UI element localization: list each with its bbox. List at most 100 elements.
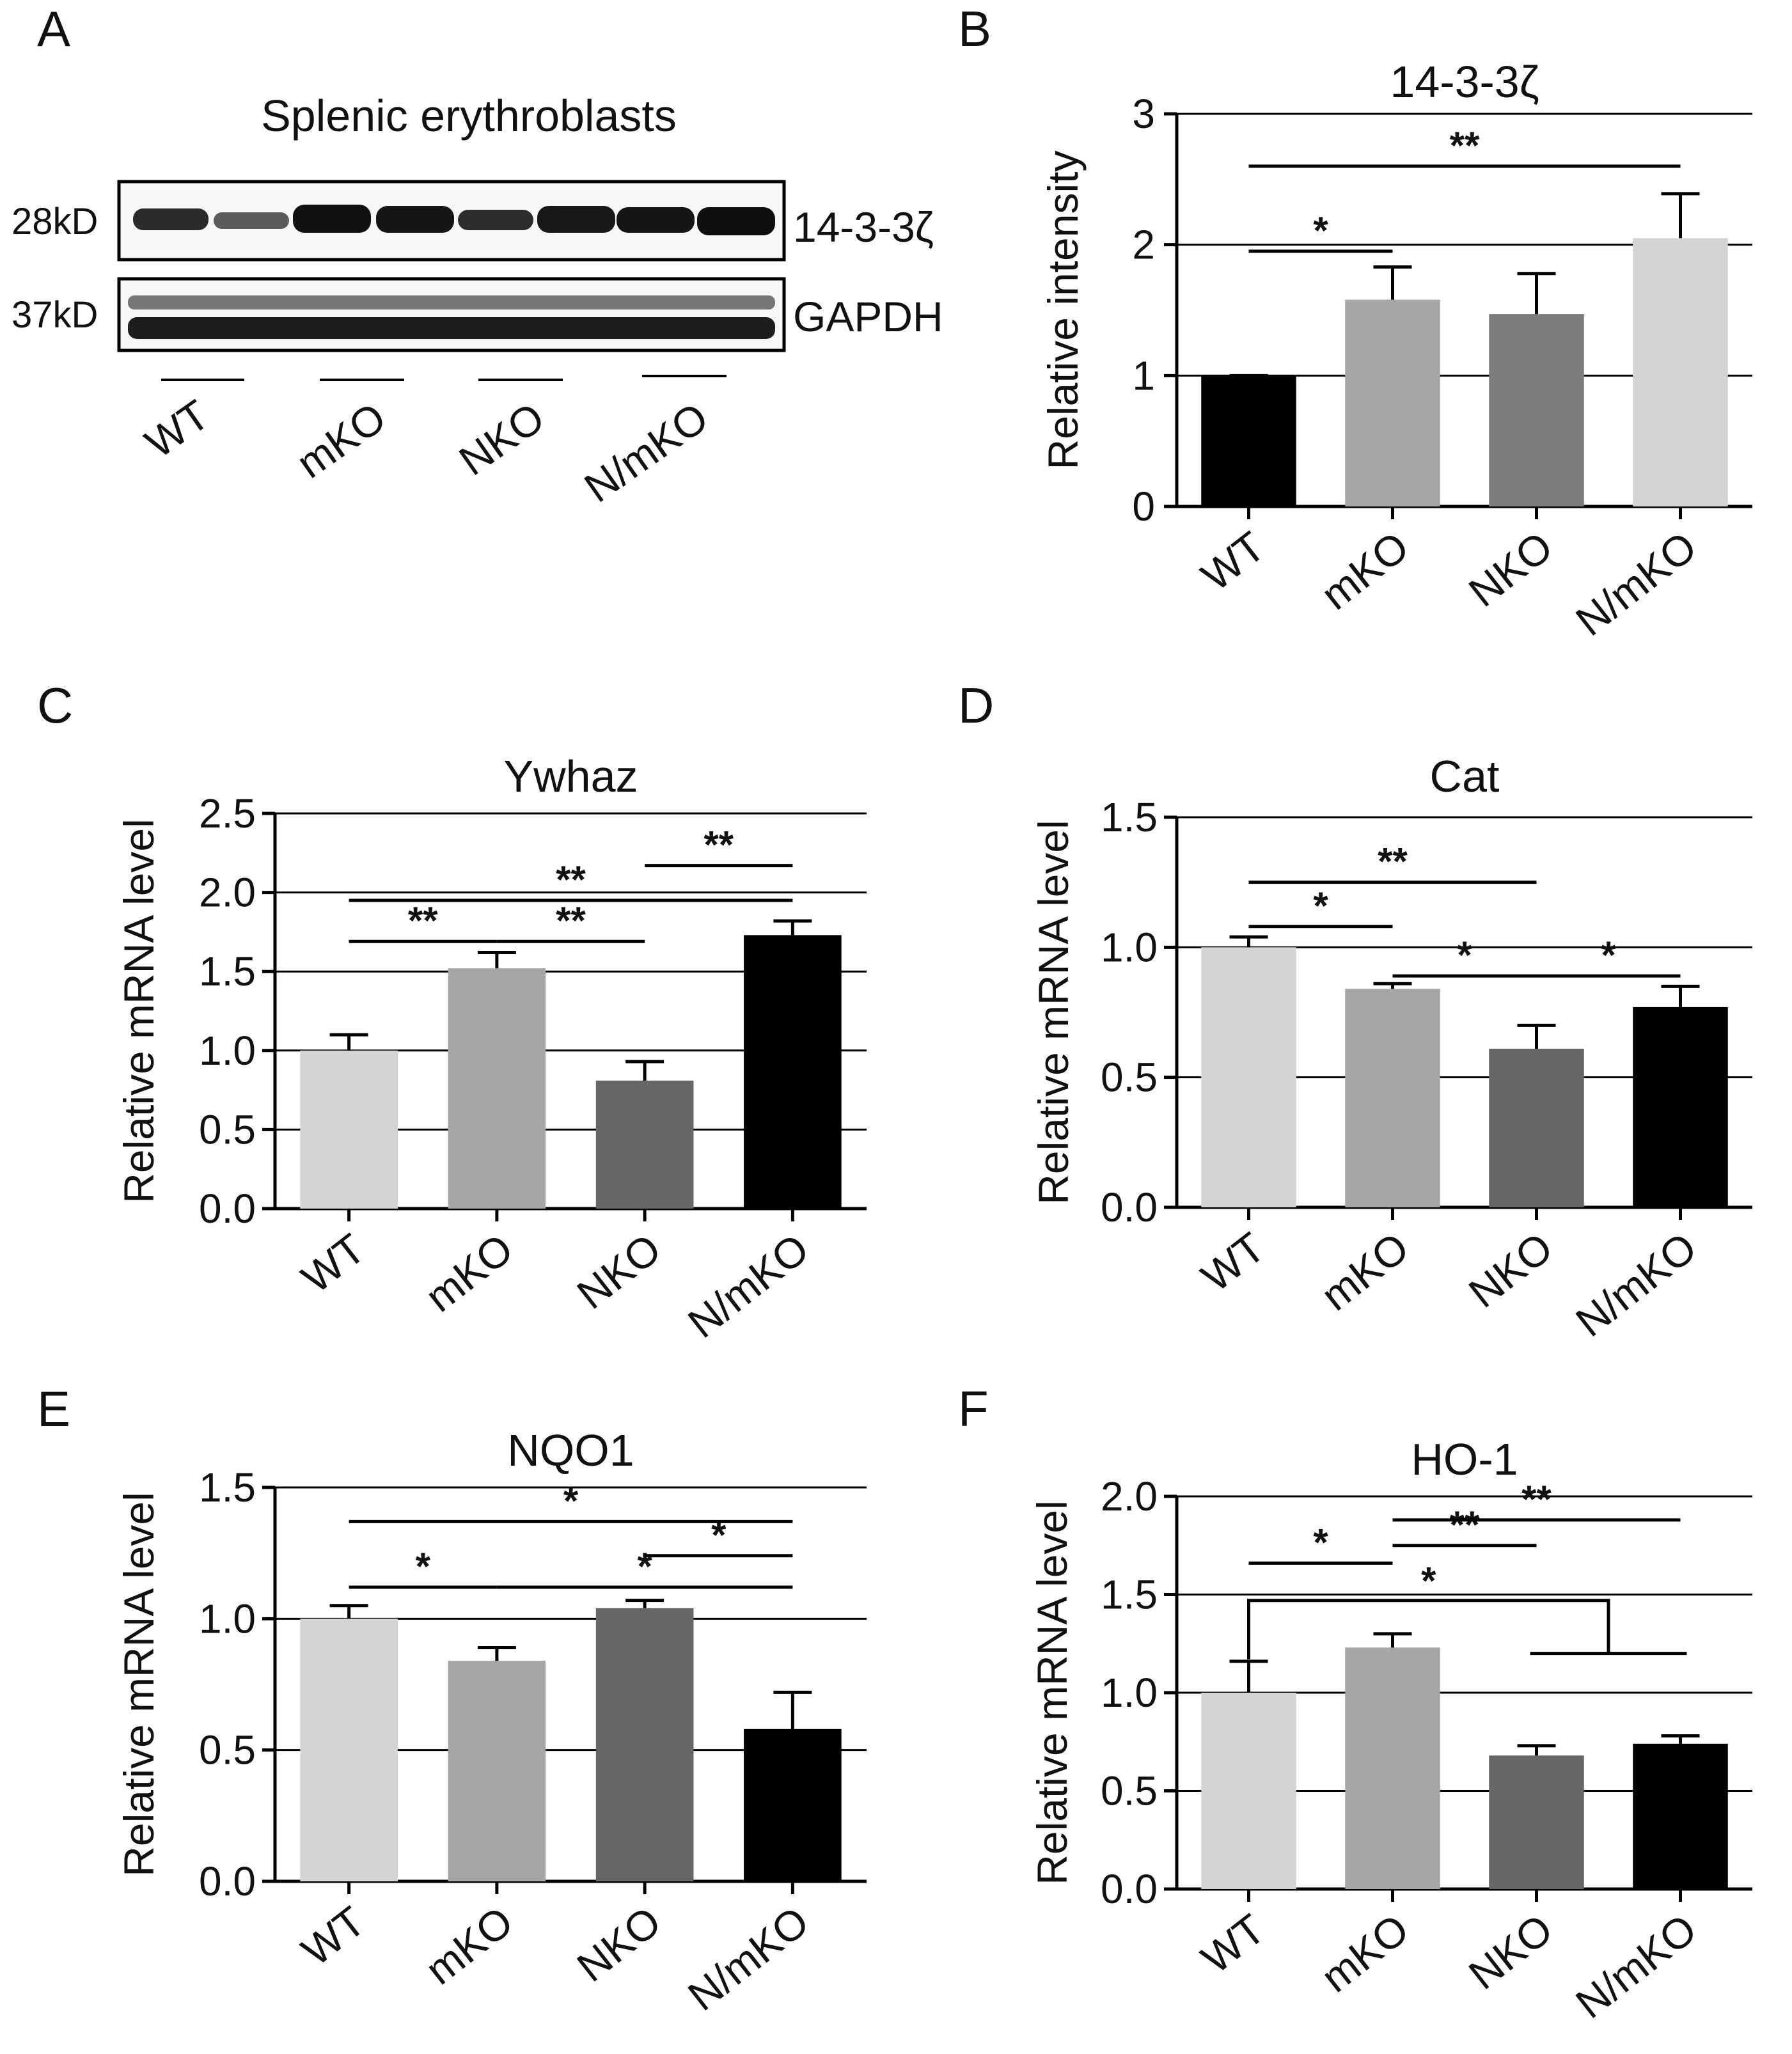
chart-panel-b: B 14-3-3ζ 0 1 2 3 Relative intensity WT mKO NKO N/… [958, 1, 1752, 645]
panel-e-letter: E [37, 1381, 70, 1437]
bar-wt [1201, 1693, 1296, 1889]
y-tick-label: 1.0 [1101, 1670, 1158, 1716]
bar-nko [1489, 1048, 1584, 1207]
y-tick-label: 1.0 [199, 1595, 256, 1642]
significance-label: ** [1450, 1503, 1480, 1546]
bar-wt [1201, 947, 1296, 1207]
x-tick-label: N/mKO [1567, 1223, 1705, 1346]
bar-nmko [1633, 1007, 1728, 1207]
bar-wt [300, 1050, 398, 1209]
bar-mko [1345, 299, 1440, 506]
significance-label: * [1313, 1521, 1328, 1564]
y-tick-label: 2 [1132, 222, 1155, 268]
bar-mko [1345, 1647, 1440, 1889]
y-tick-label: 0.5 [1101, 1768, 1158, 1814]
bar-nko [595, 1080, 694, 1209]
y-tick-label: 1.5 [1101, 1572, 1158, 1618]
y-tick-label: 1 [1132, 352, 1155, 398]
chart-title: Cat [1430, 751, 1500, 801]
x-tick-label: NKO [1460, 1223, 1561, 1317]
chart-title: Ywhaz [503, 751, 638, 801]
chart-panel-e: E NQO1 0.0 0.5 1.0 1.5 Relative mRNA level WT mK… [37, 1381, 867, 2019]
y-tick-label: 2.5 [199, 790, 256, 836]
bar-nmko [744, 1729, 842, 1881]
y-tick-label: 0.0 [199, 1186, 256, 1232]
x-tick-label: WT [1193, 1223, 1273, 1301]
bar-nko [595, 1608, 694, 1881]
group-label-wt: WT [137, 391, 217, 467]
x-tick-label: WT [1193, 522, 1273, 600]
x-tick-label: NKO [568, 1897, 669, 1991]
significance-label: ** [556, 858, 586, 901]
y-axis-label: Relative mRNA level [1028, 1500, 1076, 1885]
x-tick-label: NKO [568, 1225, 669, 1318]
bar-nko [1489, 1755, 1584, 1889]
protein-label-14-3-3z: 14-3-3ζ [793, 203, 934, 251]
bar-nmko [744, 935, 842, 1209]
bar-nmko [1633, 1743, 1728, 1889]
chart-title: 14-3-3ζ [1390, 57, 1539, 107]
significance-label: * [1421, 1560, 1436, 1603]
chart-title: HO-1 [1411, 1434, 1518, 1484]
bar-mko [448, 968, 546, 1209]
blot-image-gapdh [117, 277, 786, 352]
mw-label-37kd: 37kD [12, 294, 98, 336]
significance-label: * [1601, 934, 1616, 976]
y-axis-label: Relative mRNA level [115, 1492, 162, 1877]
y-tick-label: 2.0 [1101, 1473, 1158, 1519]
x-tick-label: N/mKO [679, 1225, 817, 1347]
x-tick-label: mKO [416, 1225, 521, 1321]
y-tick-label: 2.0 [199, 870, 256, 916]
x-tick-label: mKO [1312, 522, 1417, 619]
significance-label: ** [556, 899, 586, 942]
y-tick-label: 0.0 [1101, 1184, 1158, 1230]
x-tick-label: N/mKO [679, 1897, 817, 2020]
x-tick-label: WT [1193, 1905, 1273, 1982]
x-tick-label: mKO [416, 1897, 521, 1994]
y-tick-label: 1.5 [199, 948, 256, 994]
x-tick-label: N/mKO [1567, 1905, 1705, 2028]
x-tick-label: mKO [1312, 1223, 1417, 1320]
group-label-nmko: N/mKO [576, 393, 716, 512]
chart-panel-c: C Ywhaz 0.0 0.5 1.0 1.5 2.0 2.5 Relative mRNA le… [37, 677, 867, 1347]
bar-mko [448, 1661, 546, 1881]
panel-a-letter: A [37, 1, 70, 57]
bar-mko [1345, 989, 1440, 1207]
panel-a-western-blot: A Splenic erythroblasts 28kD 14-3-3ζ 37k… [12, 1, 943, 512]
x-tick-label: NKO [1460, 1905, 1561, 1998]
panel-c-letter: C [37, 677, 73, 733]
x-tick-label: mKO [1312, 1905, 1417, 2002]
y-axis-label: Relative mRNA level [1030, 820, 1077, 1205]
significance-label: ** [1378, 840, 1408, 883]
x-tick-label: WT [293, 1225, 373, 1302]
significance-label: ** [1521, 1478, 1552, 1521]
significance-label: * [1313, 884, 1328, 927]
group-label-nko: NKO [450, 393, 553, 485]
group-label-mko: mKO [288, 393, 394, 487]
y-axis-label: Relative mRNA level [115, 819, 162, 1203]
panel-d-letter: D [958, 677, 994, 733]
chart-panel-f: F HO-1 0.0 0.5 1.0 1.5 2.0 Relative mRNA level W… [958, 1381, 1752, 2027]
chart-title: NQO1 [507, 1425, 634, 1475]
y-tick-label: 0.5 [1101, 1054, 1158, 1101]
significance-label: ** [1450, 124, 1480, 167]
y-tick-label: 0.0 [199, 1858, 256, 1904]
significance-label: * [711, 1514, 727, 1556]
panel-f-letter: F [958, 1381, 989, 1437]
blot-image-14-3-3z [117, 180, 786, 262]
significance-label: * [1313, 209, 1328, 252]
significance-label: * [1457, 934, 1472, 976]
y-tick-label: 0.5 [199, 1106, 256, 1152]
significance-bracket [1247, 1599, 1610, 1659]
y-tick-label: 3 [1132, 91, 1155, 137]
x-tick-label: WT [293, 1897, 373, 1975]
significance-label: * [563, 1479, 579, 1522]
y-tick-label: 0 [1132, 483, 1155, 529]
x-tick-label: NKO [1460, 522, 1561, 616]
y-tick-label: 0.0 [1101, 1866, 1158, 1912]
bar-nko [1489, 314, 1584, 506]
panel-b-letter: B [958, 1, 991, 57]
y-axis-label: Relative intensity [1039, 151, 1087, 470]
mw-label-28kd: 28kD [12, 201, 98, 242]
